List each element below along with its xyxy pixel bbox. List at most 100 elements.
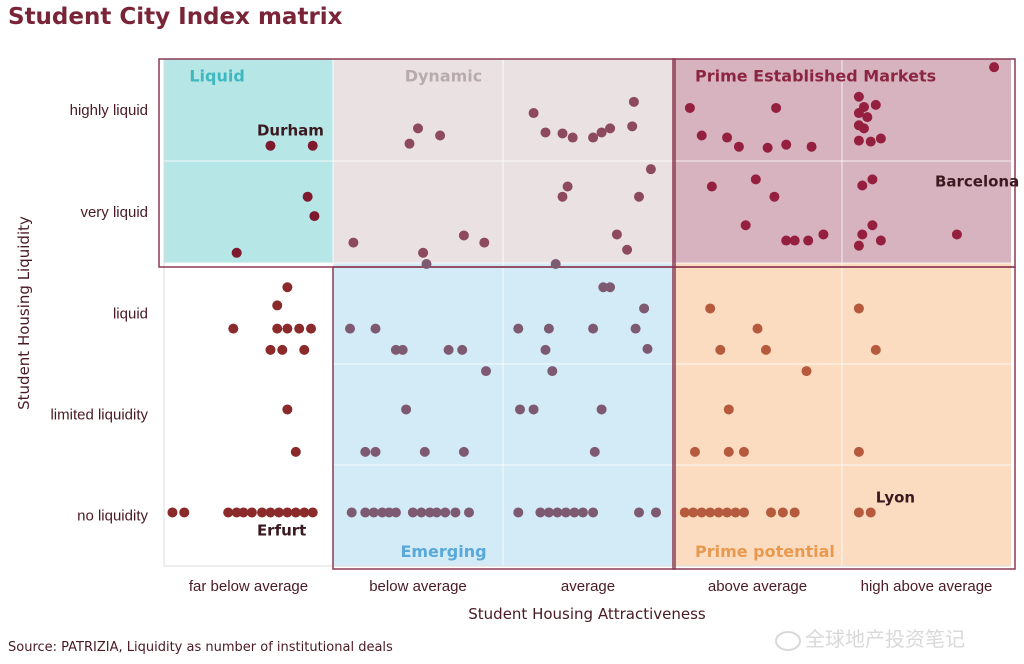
grid-layer: [158, 58, 1016, 570]
data-point: [557, 191, 568, 202]
data-point: [543, 323, 554, 334]
data-point: [307, 507, 318, 518]
data-point: [781, 235, 792, 246]
data-point: [715, 344, 726, 355]
data-point: [557, 128, 568, 139]
data-point: [397, 344, 408, 355]
data-point: [443, 344, 454, 355]
data-point: [167, 507, 178, 518]
data-point: [282, 404, 293, 415]
data-point: [738, 507, 749, 518]
data-point: [857, 229, 868, 240]
data-point: [458, 230, 469, 241]
data-point: [407, 507, 418, 518]
data-point: [290, 446, 301, 457]
data-point: [634, 507, 644, 518]
data-point: [705, 303, 716, 314]
x-axis-label: Student Housing Attractiveness: [468, 605, 706, 623]
data-point: [622, 244, 633, 255]
data-point: [853, 108, 864, 119]
data-point: [390, 507, 401, 518]
data-point: [738, 446, 749, 457]
data-point: [769, 191, 780, 202]
data-point: [272, 323, 283, 334]
x-tick-label: below average: [369, 578, 467, 595]
y-tick-label: limited liquidity: [50, 407, 148, 424]
zone-label-layer: Liquid Dynamic Prime Established Markets Em…: [189, 66, 936, 561]
data-point: [605, 282, 616, 293]
x-tick-label: above average: [708, 578, 807, 595]
data-point: [257, 507, 268, 518]
points-layer: [167, 62, 1000, 518]
data-point: [479, 237, 490, 248]
data-point: [348, 237, 359, 248]
data-point: [419, 446, 430, 457]
zone-label: Prime Established Markets: [695, 66, 936, 85]
data-point: [282, 282, 293, 293]
data-point: [722, 132, 733, 143]
data-point: [535, 507, 546, 518]
emerging-frame: [332, 266, 676, 570]
data-point: [706, 181, 717, 192]
data-point: [299, 344, 310, 355]
data-point: [630, 323, 641, 334]
y-tick-label: liquid: [113, 306, 148, 323]
data-point: [179, 507, 190, 518]
data-point: [870, 344, 881, 355]
data-point: [413, 123, 423, 134]
data-point: [569, 507, 580, 518]
data-point: [853, 91, 864, 102]
data-point: [464, 507, 474, 518]
data-point: [689, 446, 700, 457]
data-point: [567, 132, 578, 143]
data-point: [282, 507, 293, 518]
data-point: [588, 507, 599, 518]
data-point: [360, 507, 371, 518]
x-tick-layer: far below average below average average abo…: [189, 578, 993, 595]
data-point: [346, 507, 357, 518]
city-label: Lyon: [876, 488, 915, 506]
data-point: [370, 323, 381, 334]
data-point: [481, 366, 491, 377]
data-point: [740, 220, 751, 231]
data-point: [528, 108, 539, 119]
data-point: [589, 446, 600, 457]
data-point: [634, 191, 644, 202]
data-point: [723, 404, 734, 415]
data-point: [588, 323, 599, 334]
data-point: [265, 344, 276, 355]
data-point: [605, 123, 616, 134]
data-point: [368, 507, 379, 518]
y-axis-label: Student Housing Liquidity: [15, 216, 33, 410]
x-tick-label: high above average: [861, 578, 993, 595]
data-point: [870, 99, 881, 110]
data-point: [528, 404, 539, 415]
data-point: [645, 164, 656, 175]
data-point: [853, 240, 864, 251]
source-note: Source: PATRIZIA, Liquidity as number of…: [8, 640, 393, 655]
data-point: [513, 507, 524, 518]
city-label: Erfurt: [257, 522, 306, 540]
data-point: [265, 140, 276, 151]
data-point: [865, 136, 876, 147]
data-point: [265, 507, 276, 518]
data-point: [705, 507, 716, 518]
data-point: [875, 133, 886, 144]
data-point: [560, 507, 571, 518]
zone-label: Liquid: [189, 66, 244, 85]
city-label-layer: Durham Barcelona Erfurt Lyon: [257, 121, 1019, 539]
data-point: [306, 323, 317, 334]
data-point: [273, 507, 284, 518]
data-point: [730, 507, 741, 518]
x-tick-label: far below average: [189, 578, 308, 595]
data-point: [951, 229, 962, 240]
data-point: [421, 259, 432, 270]
data-point: [803, 235, 814, 246]
data-point: [642, 343, 653, 354]
data-point: [543, 507, 554, 518]
data-point: [577, 507, 588, 518]
data-point: [853, 507, 864, 518]
zone-label: Emerging: [400, 542, 486, 561]
data-point: [440, 507, 451, 518]
